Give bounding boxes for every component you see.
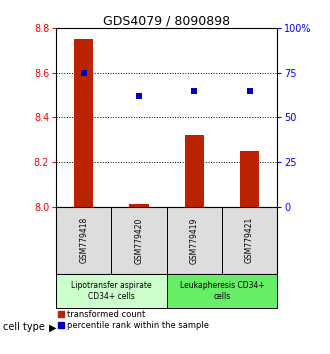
Point — [247, 88, 252, 93]
Text: GSM779420: GSM779420 — [135, 217, 144, 263]
Bar — [112, 207, 167, 274]
Text: Leukapheresis CD34+
cells: Leukapheresis CD34+ cells — [180, 281, 264, 301]
Bar — [56, 274, 167, 308]
Point — [81, 70, 86, 76]
Text: Lipotransfer aspirate
CD34+ cells: Lipotransfer aspirate CD34+ cells — [71, 281, 152, 301]
Bar — [56, 207, 112, 274]
Bar — [167, 207, 222, 274]
Bar — [74, 39, 93, 207]
Text: GSM779421: GSM779421 — [245, 217, 254, 263]
Bar — [222, 207, 277, 274]
Bar — [167, 274, 277, 308]
Title: GDS4079 / 8090898: GDS4079 / 8090898 — [103, 14, 230, 27]
Text: GSM779419: GSM779419 — [190, 217, 199, 263]
Bar — [184, 135, 204, 207]
Bar — [240, 151, 259, 207]
Point — [192, 88, 197, 93]
Text: ▶: ▶ — [49, 322, 56, 332]
Legend: transformed count, percentile rank within the sample: transformed count, percentile rank withi… — [58, 310, 209, 330]
Bar — [129, 204, 149, 207]
Text: cell type: cell type — [3, 322, 45, 332]
Point — [136, 93, 142, 99]
Text: GSM779418: GSM779418 — [79, 217, 88, 263]
